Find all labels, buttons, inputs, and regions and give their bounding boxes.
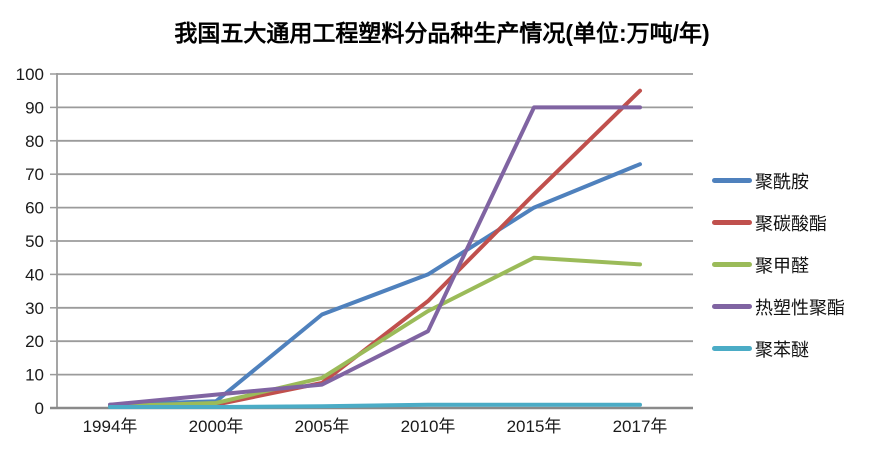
y-tick-label: 60 [25, 199, 44, 218]
legend-label: 聚碳酸酯 [755, 213, 827, 234]
legend-swatch-polyamide [712, 178, 752, 183]
y-tick-label: 100 [16, 65, 44, 84]
legend-swatch-polyphenylene-ether [712, 346, 752, 351]
x-tick-label: 2000年 [189, 417, 244, 436]
y-tick-label: 90 [25, 98, 44, 117]
legend-item-polycarbonate: 聚碳酸酯 [712, 212, 845, 234]
y-tick-label: 30 [25, 299, 44, 318]
legend-swatch-thermoplastic-polyester [712, 304, 752, 309]
y-tick-label: 70 [25, 165, 44, 184]
x-tick-label: 2017年 [613, 417, 668, 436]
legend-swatch-polycarbonate [712, 220, 752, 225]
x-tick-label: 2015年 [507, 417, 562, 436]
series-line-thermoplastic-polyester [108, 105, 642, 407]
y-tick-label: 10 [25, 366, 44, 385]
chart-title: 我国五大通用工程塑料分品种生产情况(单位:万吨/年) [174, 20, 710, 46]
legend-label: 聚酰胺 [755, 171, 809, 192]
legend-item-thermoplastic-polyester: 热塑性聚酯 [712, 296, 845, 318]
y-tick-label: 80 [25, 132, 44, 151]
legend-item-polyamide: 聚酰胺 [712, 170, 845, 192]
legend-item-polyphenylene-ether: 聚苯醚 [712, 338, 845, 360]
series-line-polyoxymethylene [108, 255, 642, 409]
x-tick-label: 1994年 [83, 417, 138, 436]
y-tick-label: 40 [25, 265, 44, 284]
legend-label: 热塑性聚酯 [755, 297, 845, 318]
series-line-polyamide [108, 162, 642, 407]
x-axis: 1994年 2000年 2005年 2010年 2015年 2017年 [83, 417, 668, 436]
y-tick-label: 50 [25, 232, 44, 251]
legend-label: 聚甲醛 [755, 255, 809, 276]
chart-legend: 聚酰胺 聚碳酸酯 聚甲醛 热塑性聚酯 聚苯醚 [712, 170, 845, 360]
legend-label: 聚苯醚 [755, 339, 809, 360]
x-tick-label: 2010年 [401, 417, 456, 436]
y-tick-label: 20 [25, 332, 44, 351]
x-tick-label: 2005年 [295, 417, 350, 436]
y-tick-label: 0 [35, 399, 44, 418]
legend-item-polyoxymethylene: 聚甲醛 [712, 254, 845, 276]
y-axis: 0 10 20 30 40 50 60 70 80 90 100 [16, 65, 58, 418]
series-line-polyphenylene-ether [108, 402, 642, 409]
gridlines [57, 73, 693, 376]
legend-swatch-polyoxymethylene [712, 262, 752, 267]
